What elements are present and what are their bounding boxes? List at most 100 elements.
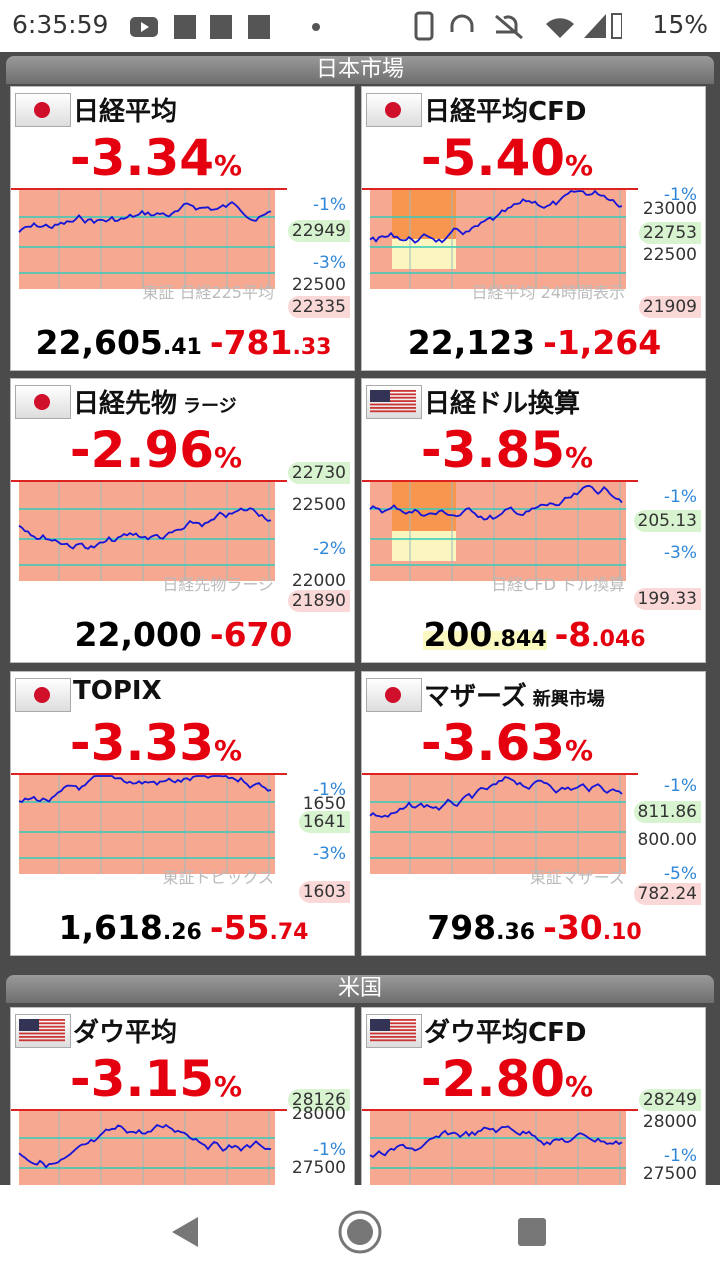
axis-label: 22500 [291,275,346,295]
market-card[interactable]: ダウ平均CFD -2.80% 28249 28000 -1% 27500 [361,1007,706,1185]
price-row: 22,605.41 -781.33 [11,323,354,362]
flag-button [366,385,422,419]
flag-stripe [19,1032,65,1035]
axis-label: 782.24 [633,883,701,905]
mini-chart [362,480,638,581]
axis-label: 28000 [642,1112,697,1132]
mini-chart [362,773,638,874]
chart-watermark: 東証マザーズ [529,868,625,887]
axis-label: -3% [312,844,346,864]
change-decimal: .33 [292,335,332,360]
flag [370,1019,416,1042]
percent-value: -3.15 [69,1050,215,1108]
card-title: 日経ドル換算 [424,383,580,420]
market-card[interactable]: 日経先物 ラージ -2.96% 日経先物ラージ 22730 22500 -2% 22000 21… [10,378,355,663]
percent-unit: % [214,1070,243,1103]
flag-stripe [370,1022,416,1025]
name-text: 日経ドル換算 [424,389,581,419]
axis-label: 23000 [642,199,697,219]
home-button[interactable] [338,1210,382,1254]
price-row: 22,000 -670 [11,615,354,654]
notification-icons [130,15,320,39]
percent-value: -5.40 [420,129,566,187]
percent-value: -2.96 [69,421,215,479]
axis-label: -1% [663,1146,697,1166]
change-wrap: -1,264 [543,323,661,362]
axis-label: 21909 [638,296,701,318]
axis-label: 1641 [298,811,350,833]
price-line [369,189,623,244]
flag-stripe [370,1019,416,1021]
mini-chart [11,480,287,581]
flag-stripe [370,1036,416,1038]
flag [34,102,50,118]
flag-stripe [370,1025,416,1028]
recents-button[interactable] [518,1218,546,1246]
mini-chart [11,188,287,289]
price-row: 200.844 -8.046 [362,615,705,654]
flag [34,394,50,410]
flag [385,687,401,703]
percent-value: -3.34 [69,129,215,187]
flag-stripe [370,390,416,392]
flag-button [15,678,71,712]
name-text: TOPIX [73,676,162,706]
mini-chart [11,1109,287,1185]
flag-stripe [19,1022,65,1025]
flag-stripe [19,1019,65,1021]
price-wrap: 22,123 [408,323,535,362]
flag-stripe [19,1039,65,1042]
flag-sun [34,102,50,118]
battery: 15% [652,10,708,39]
price-main: 798 [427,908,497,947]
market-screen: 日本市場 日経平均 -3.34% 東証 日経225平均 -1% 22949 -3% 22500… [0,52,720,1185]
change-percent: -3.34% [11,129,301,187]
flag-sun [34,394,50,410]
flag-canton [370,1019,390,1031]
system-icons [414,11,622,41]
chart-watermark: 東証トピックス [162,868,274,887]
card-title: TOPIX [73,676,162,706]
axis-label: -3% [663,543,697,563]
market-card[interactable]: ダウ平均 -3.15% 28126 28000 -1% 27500 [10,1007,355,1185]
change-main: -8 [554,615,592,654]
card-title: マザーズ 新興市場 [424,676,605,713]
change-main: -55 [209,908,270,947]
session-box-low [392,531,456,561]
percent-unit: % [565,1070,594,1103]
market-card[interactable]: 日経平均 -3.34% 東証 日経225平均 -1% 22949 -3% 22500 2233… [10,86,355,371]
name-text: 日経先物 [73,389,178,419]
flag-stripe [370,393,416,396]
axis-label: 800.00 [637,830,697,850]
price-line [369,776,623,818]
chart-watermark: 東証 日経225平均 [142,283,274,302]
axis-label: -1% [312,1140,346,1160]
flag-button [15,1014,71,1048]
range-fill [19,1110,275,1185]
axis-label: 28000 [291,1104,346,1124]
name-text: 日経平均 [73,97,178,127]
market-card[interactable]: TOPIX -3.33% 東証トピックス -1% 1650 1641 -3% 1603 1,61… [10,671,355,956]
percent-unit: % [565,734,594,767]
axis-label: 205.13 [633,510,701,532]
percent-unit: % [214,734,243,767]
flag-stripe [370,1039,416,1042]
change-wrap: -55.74 [210,908,309,947]
change-wrap: -670 [210,615,293,654]
market-card[interactable]: 日経ドル換算 -3.85% 日経CFD ドル換算 -1% 205.13 -3% 199.33… [361,378,706,663]
back-button[interactable] [172,1217,198,1247]
card-title: ダウ平均 [73,1012,177,1049]
price-wrap: 22,605.41 [36,323,202,362]
market-card[interactable]: マザーズ 新興市場 -3.63% 東証マザーズ -1% 811.86 800.00 -5% 78… [361,671,706,956]
market-card[interactable]: 日経平均CFD -5.40% 日経平均 24時間表示 -1% 23000 22753 225… [361,86,706,371]
price-wrap: 200.844 [423,615,547,654]
flag-button [15,93,71,127]
flag [385,102,401,118]
axis-label: -5% [663,864,697,884]
flag-stripe [370,410,416,413]
flag-stripe [370,1032,416,1035]
status-bar: 6:35:59 15% [0,0,720,52]
clock: 6:35:59 [12,10,109,39]
axis-label: -1% [663,487,697,507]
